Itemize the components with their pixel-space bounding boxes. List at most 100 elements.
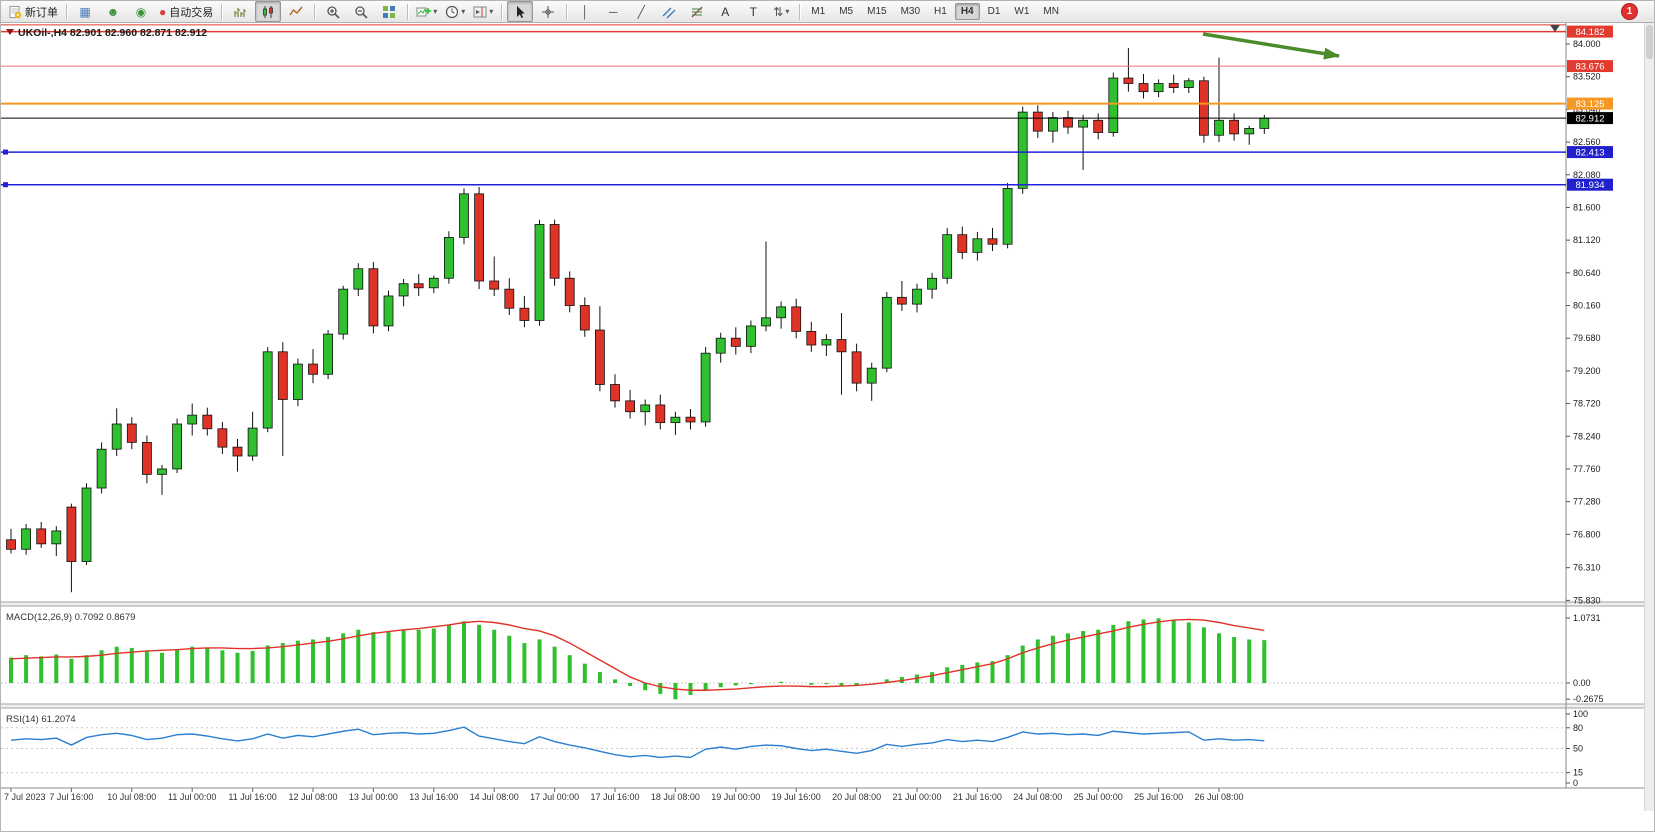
chart-background[interactable]: [1, 23, 1655, 811]
candle-body: [746, 325, 756, 347]
fibonacci-button[interactable]: [684, 1, 710, 22]
rsi-axis-label: 15: [1573, 768, 1583, 778]
candle-body: [1199, 80, 1209, 136]
shapes-button[interactable]: ⇅ ▾: [773, 4, 790, 19]
new-chart-button[interactable]: ▾: [413, 1, 440, 22]
auto-trading-button[interactable]: ● 自动交易: [159, 4, 214, 19]
market-watch-icon[interactable]: ▦: [79, 4, 91, 19]
zoom-in-button[interactable]: [320, 1, 346, 22]
macd-histogram: [9, 618, 1267, 700]
bar-chart-button[interactable]: [227, 1, 253, 22]
label-button[interactable]: T: [749, 4, 757, 19]
crosshair-button[interactable]: [535, 1, 561, 22]
toolbar-sep: [501, 3, 503, 20]
cursor-button[interactable]: [507, 1, 534, 22]
candle-body: [655, 404, 666, 424]
periods-button[interactable]: ▾: [442, 1, 468, 22]
candle-body: [881, 296, 892, 369]
time-label: 18 Jul 08:00: [651, 792, 700, 802]
price-tick-label: 75.830: [1573, 595, 1601, 605]
candle-body: [851, 351, 862, 384]
candle-body: [579, 305, 590, 331]
notification-badge[interactable]: 1: [1621, 3, 1638, 20]
candle-body: [610, 384, 620, 402]
price-tick-label: 79.200: [1573, 366, 1601, 376]
new-order-button[interactable]: 新订单: [5, 1, 61, 22]
time-label: 19 Jul 00:00: [711, 792, 760, 802]
timeframe-m5[interactable]: M5: [839, 6, 854, 17]
tile-windows-button[interactable]: [376, 1, 402, 22]
candle-body: [519, 307, 530, 321]
rsi-label: RSI(14) 61.2074: [6, 714, 76, 725]
candle-body: [836, 339, 847, 353]
panel-splitter[interactable]: [1, 602, 1655, 606]
candlestick-chart-button[interactable]: [255, 1, 282, 22]
timeframe-w1[interactable]: W1: [1014, 6, 1030, 17]
timeframe-mn[interactable]: MN: [1043, 6, 1059, 17]
right-scrollbar[interactable]: [1644, 23, 1654, 811]
one-click-trading-toggle[interactable]: [6, 29, 14, 35]
candle-body: [1093, 119, 1104, 133]
candle-body: [549, 224, 560, 279]
candle-body: [368, 268, 379, 327]
trend-arrow-annotation[interactable]: [1202, 32, 1340, 60]
toolbar: 新订单 ▦ ☻ ◉ ● 自动交易 ▾ ▾ ▾ │ ─ ╱ A T ⇅ ▾ M1 M5 M15 M30 H1 H4 D1 W1 M…: [1, 1, 1654, 23]
trendline-button[interactable]: ╱: [637, 4, 645, 19]
timeframe-m1[interactable]: M1: [811, 6, 826, 17]
price-tick-label: 80.160: [1573, 301, 1601, 311]
navigator-icon[interactable]: ☻: [106, 4, 120, 19]
candle-body: [715, 337, 726, 354]
candle-body: [1017, 111, 1028, 189]
candle-body: [685, 416, 696, 423]
price-tick-label: 79.680: [1573, 333, 1601, 343]
time-label: 25 Jul 16:00: [1134, 792, 1183, 802]
panel-splitter[interactable]: [1, 704, 1655, 708]
vertical-line-button[interactable]: │: [581, 4, 590, 19]
price-line-label: 83.676: [1575, 62, 1604, 73]
candle-body: [730, 337, 741, 347]
rsi-axis-label: 50: [1573, 744, 1583, 754]
candle-body: [806, 330, 817, 346]
terminal-icon[interactable]: ◉: [135, 4, 147, 19]
candle-body: [217, 428, 228, 448]
timeframe-h1[interactable]: H1: [934, 6, 947, 17]
time-label: 14 Jul 08:00: [470, 792, 519, 802]
price-tick-label: 77.760: [1573, 464, 1601, 474]
candle-body: [277, 351, 288, 400]
horizontal-line-button[interactable]: ─: [609, 4, 618, 19]
time-label: 21 Jul 00:00: [892, 792, 941, 802]
time-label: 7 Jul 2023: [4, 792, 46, 802]
line-chart-button[interactable]: [283, 1, 309, 22]
zoom-out-button[interactable]: [348, 1, 374, 22]
candle-body: [1048, 117, 1058, 132]
line-drag-handle[interactable]: [3, 149, 8, 155]
candle-body: [1108, 77, 1119, 133]
candle-body: [595, 329, 605, 385]
candle-body: [81, 487, 92, 562]
line-drag-handle[interactable]: [3, 182, 8, 188]
timeframe-m15[interactable]: M15: [867, 6, 887, 17]
text-button[interactable]: A: [721, 4, 730, 19]
rsi-axis-label: 80: [1573, 723, 1583, 733]
scrollbar-thumb[interactable]: [1646, 25, 1653, 59]
templates-button[interactable]: ▾: [470, 1, 496, 22]
candle-body: [942, 234, 953, 279]
time-label: 20 Jul 08:00: [832, 792, 881, 802]
chart-shift-marker[interactable]: [1550, 25, 1560, 32]
timeframe-m30[interactable]: M30: [900, 6, 921, 17]
candle-body: [1214, 119, 1224, 136]
time-label: 19 Jul 16:00: [772, 792, 821, 802]
chart-canvas[interactable]: 84.00083.52083.04082.56082.08081.60081.1…: [1, 23, 1655, 811]
timeframe-h4[interactable]: H4: [954, 3, 980, 20]
price-line-label-box: [1567, 146, 1613, 159]
candle-body: [6, 539, 16, 550]
candle-body: [141, 441, 152, 475]
chart-title: UKOil-,H4 82.901 82.960 82.871 82.912: [18, 27, 207, 39]
time-label: 24 Jul 08:00: [1013, 792, 1062, 802]
candle-body: [474, 193, 485, 282]
timeframe-d1[interactable]: D1: [987, 6, 1001, 17]
price-line-label: 81.934: [1575, 180, 1604, 191]
candle-body: [700, 352, 711, 423]
channel-button[interactable]: [656, 1, 682, 22]
